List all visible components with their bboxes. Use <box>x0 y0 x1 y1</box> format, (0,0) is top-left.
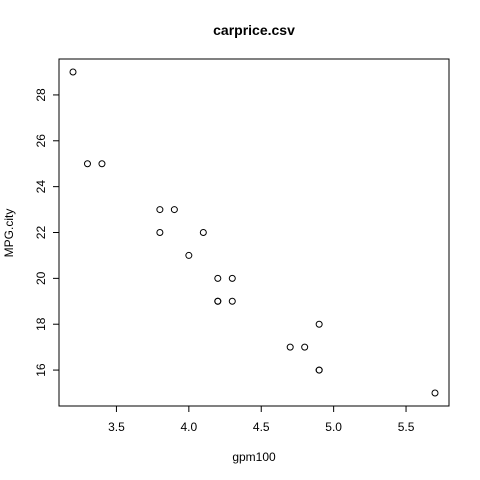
data-point <box>156 206 164 214</box>
x-tick-label: 5.0 <box>325 420 342 434</box>
data-point <box>286 343 294 351</box>
data-point <box>185 251 193 259</box>
data-point <box>214 274 222 282</box>
data-point <box>431 389 439 397</box>
y-tick-label: 20 <box>34 271 48 285</box>
data-point <box>214 297 222 305</box>
y-axis-label: MPG.city <box>2 209 16 258</box>
data-point <box>98 160 106 168</box>
y-tick-label: 26 <box>34 134 48 148</box>
data-point <box>83 160 91 168</box>
data-point <box>170 206 178 214</box>
y-tick-label: 18 <box>34 317 48 331</box>
data-point <box>69 68 77 76</box>
x-axis-label: gpm100 <box>232 450 276 464</box>
x-tick-label: 4.5 <box>253 420 270 434</box>
data-point <box>228 274 236 282</box>
data-point <box>156 229 164 236</box>
y-tick-label: 24 <box>34 180 48 194</box>
data-point <box>228 297 236 305</box>
data-point <box>315 320 323 328</box>
data-point <box>199 229 207 236</box>
y-tick-label: 22 <box>34 226 48 240</box>
x-tick-label: 3.5 <box>108 420 125 434</box>
chart-title: carprice.csv <box>213 22 295 38</box>
data-point <box>315 366 323 374</box>
data-points <box>69 68 439 397</box>
x-tick-label: 5.5 <box>398 420 415 434</box>
x-tick-label: 4.0 <box>180 420 197 434</box>
y-axis: 16 18 20 22 24 26 28 <box>34 88 59 377</box>
y-tick-label: 28 <box>34 88 48 102</box>
plot-frame <box>58 58 450 407</box>
data-point <box>301 343 309 351</box>
x-axis: 3.5 4.0 4.5 5.0 5.5 <box>108 406 415 434</box>
y-tick-label: 16 <box>34 363 48 377</box>
